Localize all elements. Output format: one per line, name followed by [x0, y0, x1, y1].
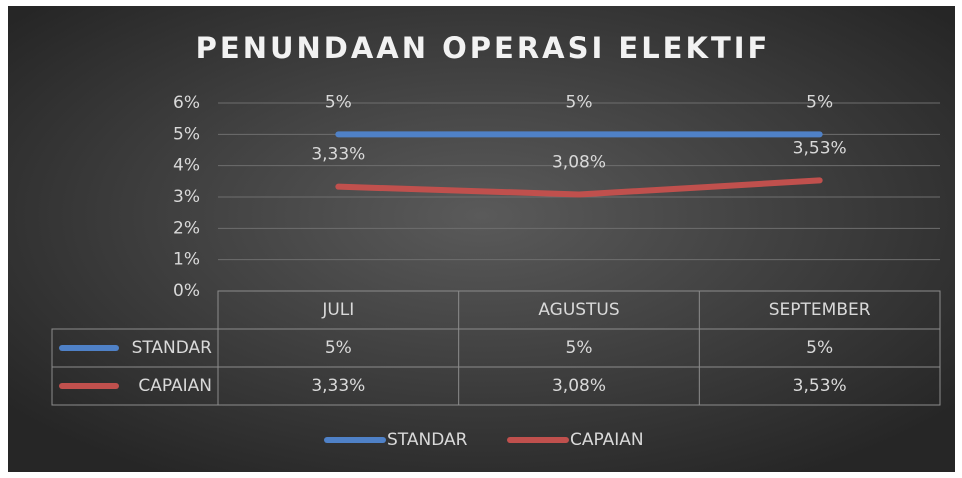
y-tick-label: 5%: [173, 124, 200, 144]
y-tick-label: 4%: [173, 156, 200, 176]
data-label: 3,53%: [793, 138, 847, 158]
table-value: 5%: [566, 338, 593, 358]
table-category: AGUSTUS: [538, 300, 619, 320]
table-series-name: STANDAR: [132, 338, 213, 358]
table-value: 3,53%: [793, 376, 847, 396]
data-label: 3,33%: [311, 145, 365, 165]
data-label: 5%: [806, 92, 833, 112]
table-value: 3,33%: [311, 376, 365, 396]
table-category: JULI: [321, 300, 354, 320]
data-label: 5%: [325, 92, 352, 112]
y-tick-label: 1%: [173, 250, 200, 270]
table-value: 5%: [325, 338, 352, 358]
chart-background: [8, 6, 955, 472]
legend-label: STANDAR: [387, 430, 468, 450]
table-category: SEPTEMBER: [769, 300, 871, 320]
data-label: 5%: [566, 92, 593, 112]
chart-title: PENUNDAAN OPERASI ELEKTIF: [196, 31, 771, 65]
table-value: 5%: [806, 338, 833, 358]
legend-label: CAPAIAN: [570, 430, 644, 450]
table-value: 3,08%: [552, 376, 606, 396]
y-tick-label: 0%: [173, 281, 200, 301]
y-tick-label: 6%: [173, 93, 200, 113]
data-label: 3,08%: [552, 152, 606, 172]
y-tick-label: 2%: [173, 218, 200, 238]
series-line: [335, 177, 823, 198]
y-tick-label: 3%: [173, 187, 200, 207]
table-series-name: CAPAIAN: [138, 376, 212, 396]
